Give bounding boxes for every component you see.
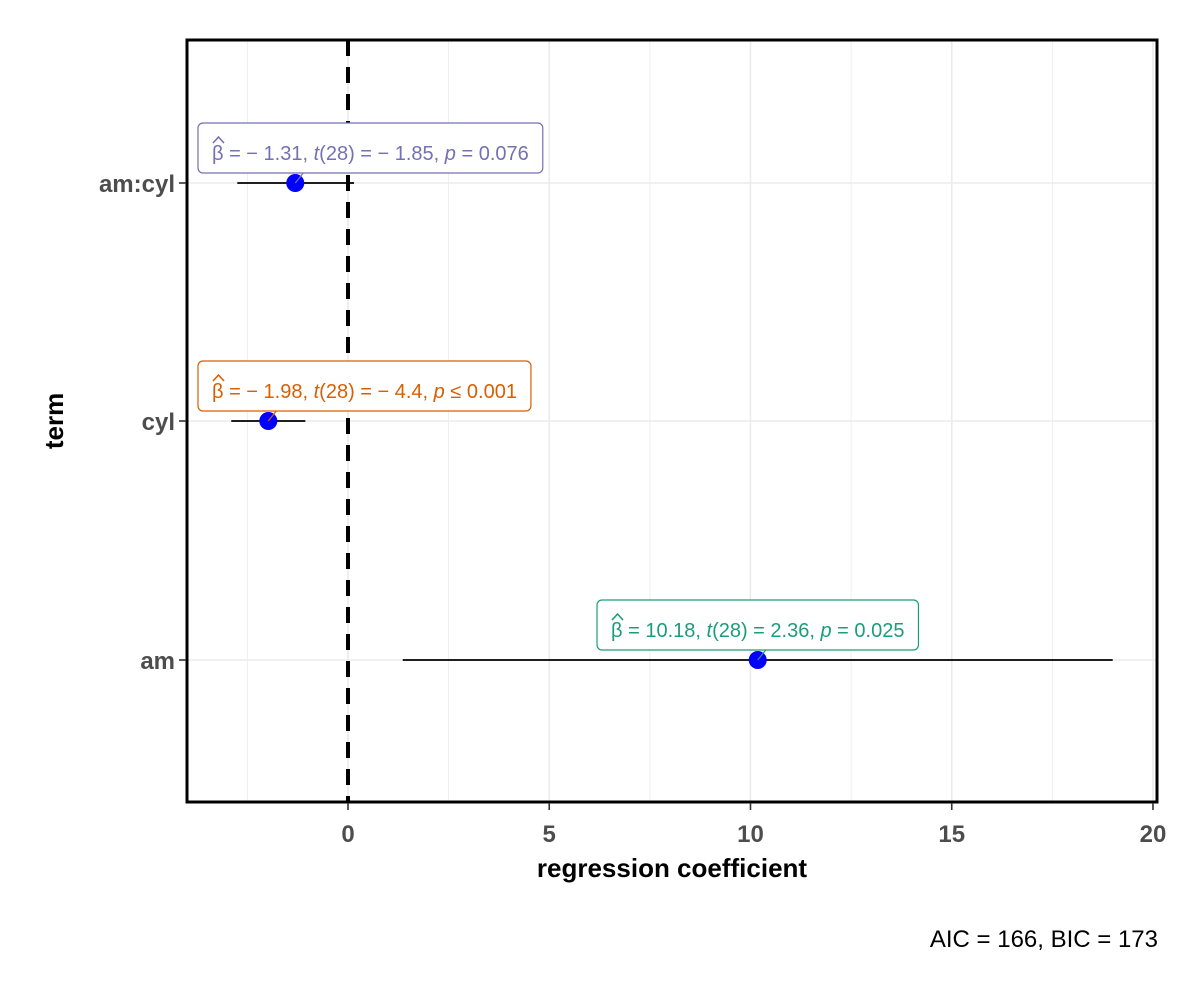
x-axis-title: regression coefficient	[537, 853, 808, 883]
label-t: t	[314, 381, 321, 403]
statistic-label-box	[596, 599, 920, 651]
label-estimate: = − 1.31,	[224, 143, 314, 165]
y-tick-label: am	[140, 648, 175, 675]
label-beta: β	[212, 143, 224, 165]
y-tick-label: am:cyl	[99, 171, 175, 198]
x-tick-label: 20	[1140, 821, 1167, 848]
label-estimate: = 10.18,	[623, 620, 707, 642]
statistic-label-box	[197, 360, 532, 412]
label-t-stat: (28) = − 1.85,	[319, 143, 445, 165]
y-tick-label: cyl	[142, 409, 175, 436]
x-axis: 0 5 10 15 20	[341, 803, 1166, 848]
label-p: p	[433, 381, 445, 403]
statistic-label-am: β = 10.18, t(28) = 2.36, p = 0.025	[596, 599, 920, 661]
label-connector	[757, 649, 767, 661]
x-tick-label: 5	[543, 821, 556, 848]
y-axis-title: term	[39, 393, 69, 449]
beta-hat-mark	[212, 373, 225, 382]
statistic-label-am:cyl: β = − 1.31, t(28) = − 1.85, p = 0.076	[197, 122, 544, 184]
label-t: t	[314, 143, 321, 165]
statistic-label-box	[197, 122, 544, 174]
y-axis: am:cyl cyl am	[99, 171, 186, 675]
label-t-stat: (28) = 2.36,	[712, 620, 820, 642]
statistic-label-text: β = 10.18, t(28) = 2.36, p = 0.025	[611, 620, 904, 642]
beta-hat-mark	[212, 135, 225, 144]
label-estimate: = − 1.98,	[224, 381, 314, 403]
label-t: t	[707, 620, 714, 642]
label-connector	[294, 172, 304, 184]
statistic-label-text: β = − 1.31, t(28) = − 1.85, p = 0.076	[212, 143, 529, 165]
statistic-label-text: β = − 1.98, t(28) = − 4.4, p ≤ 0.001	[212, 381, 517, 403]
model-fit-caption: AIC = 166, BIC = 173	[930, 926, 1158, 953]
x-tick-label: 0	[341, 821, 354, 848]
x-tick-label: 15	[938, 821, 965, 848]
label-p: p	[444, 143, 456, 165]
label-p-value: ≤ 0.001	[445, 381, 517, 403]
label-beta: β	[212, 381, 224, 403]
label-p-value: = 0.076	[456, 143, 529, 165]
plot-panel-border	[185, 38, 1159, 804]
label-p: p	[819, 620, 831, 642]
label-beta: β	[611, 620, 623, 642]
statistic-label-cyl: β = − 1.98, t(28) = − 4.4, p ≤ 0.001	[197, 360, 532, 422]
label-connector	[267, 410, 277, 422]
label-t-stat: (28) = − 4.4,	[319, 381, 434, 403]
beta-hat-mark	[611, 612, 624, 621]
label-p-value: = 0.025	[832, 620, 905, 642]
x-tick-label: 10	[737, 821, 764, 848]
